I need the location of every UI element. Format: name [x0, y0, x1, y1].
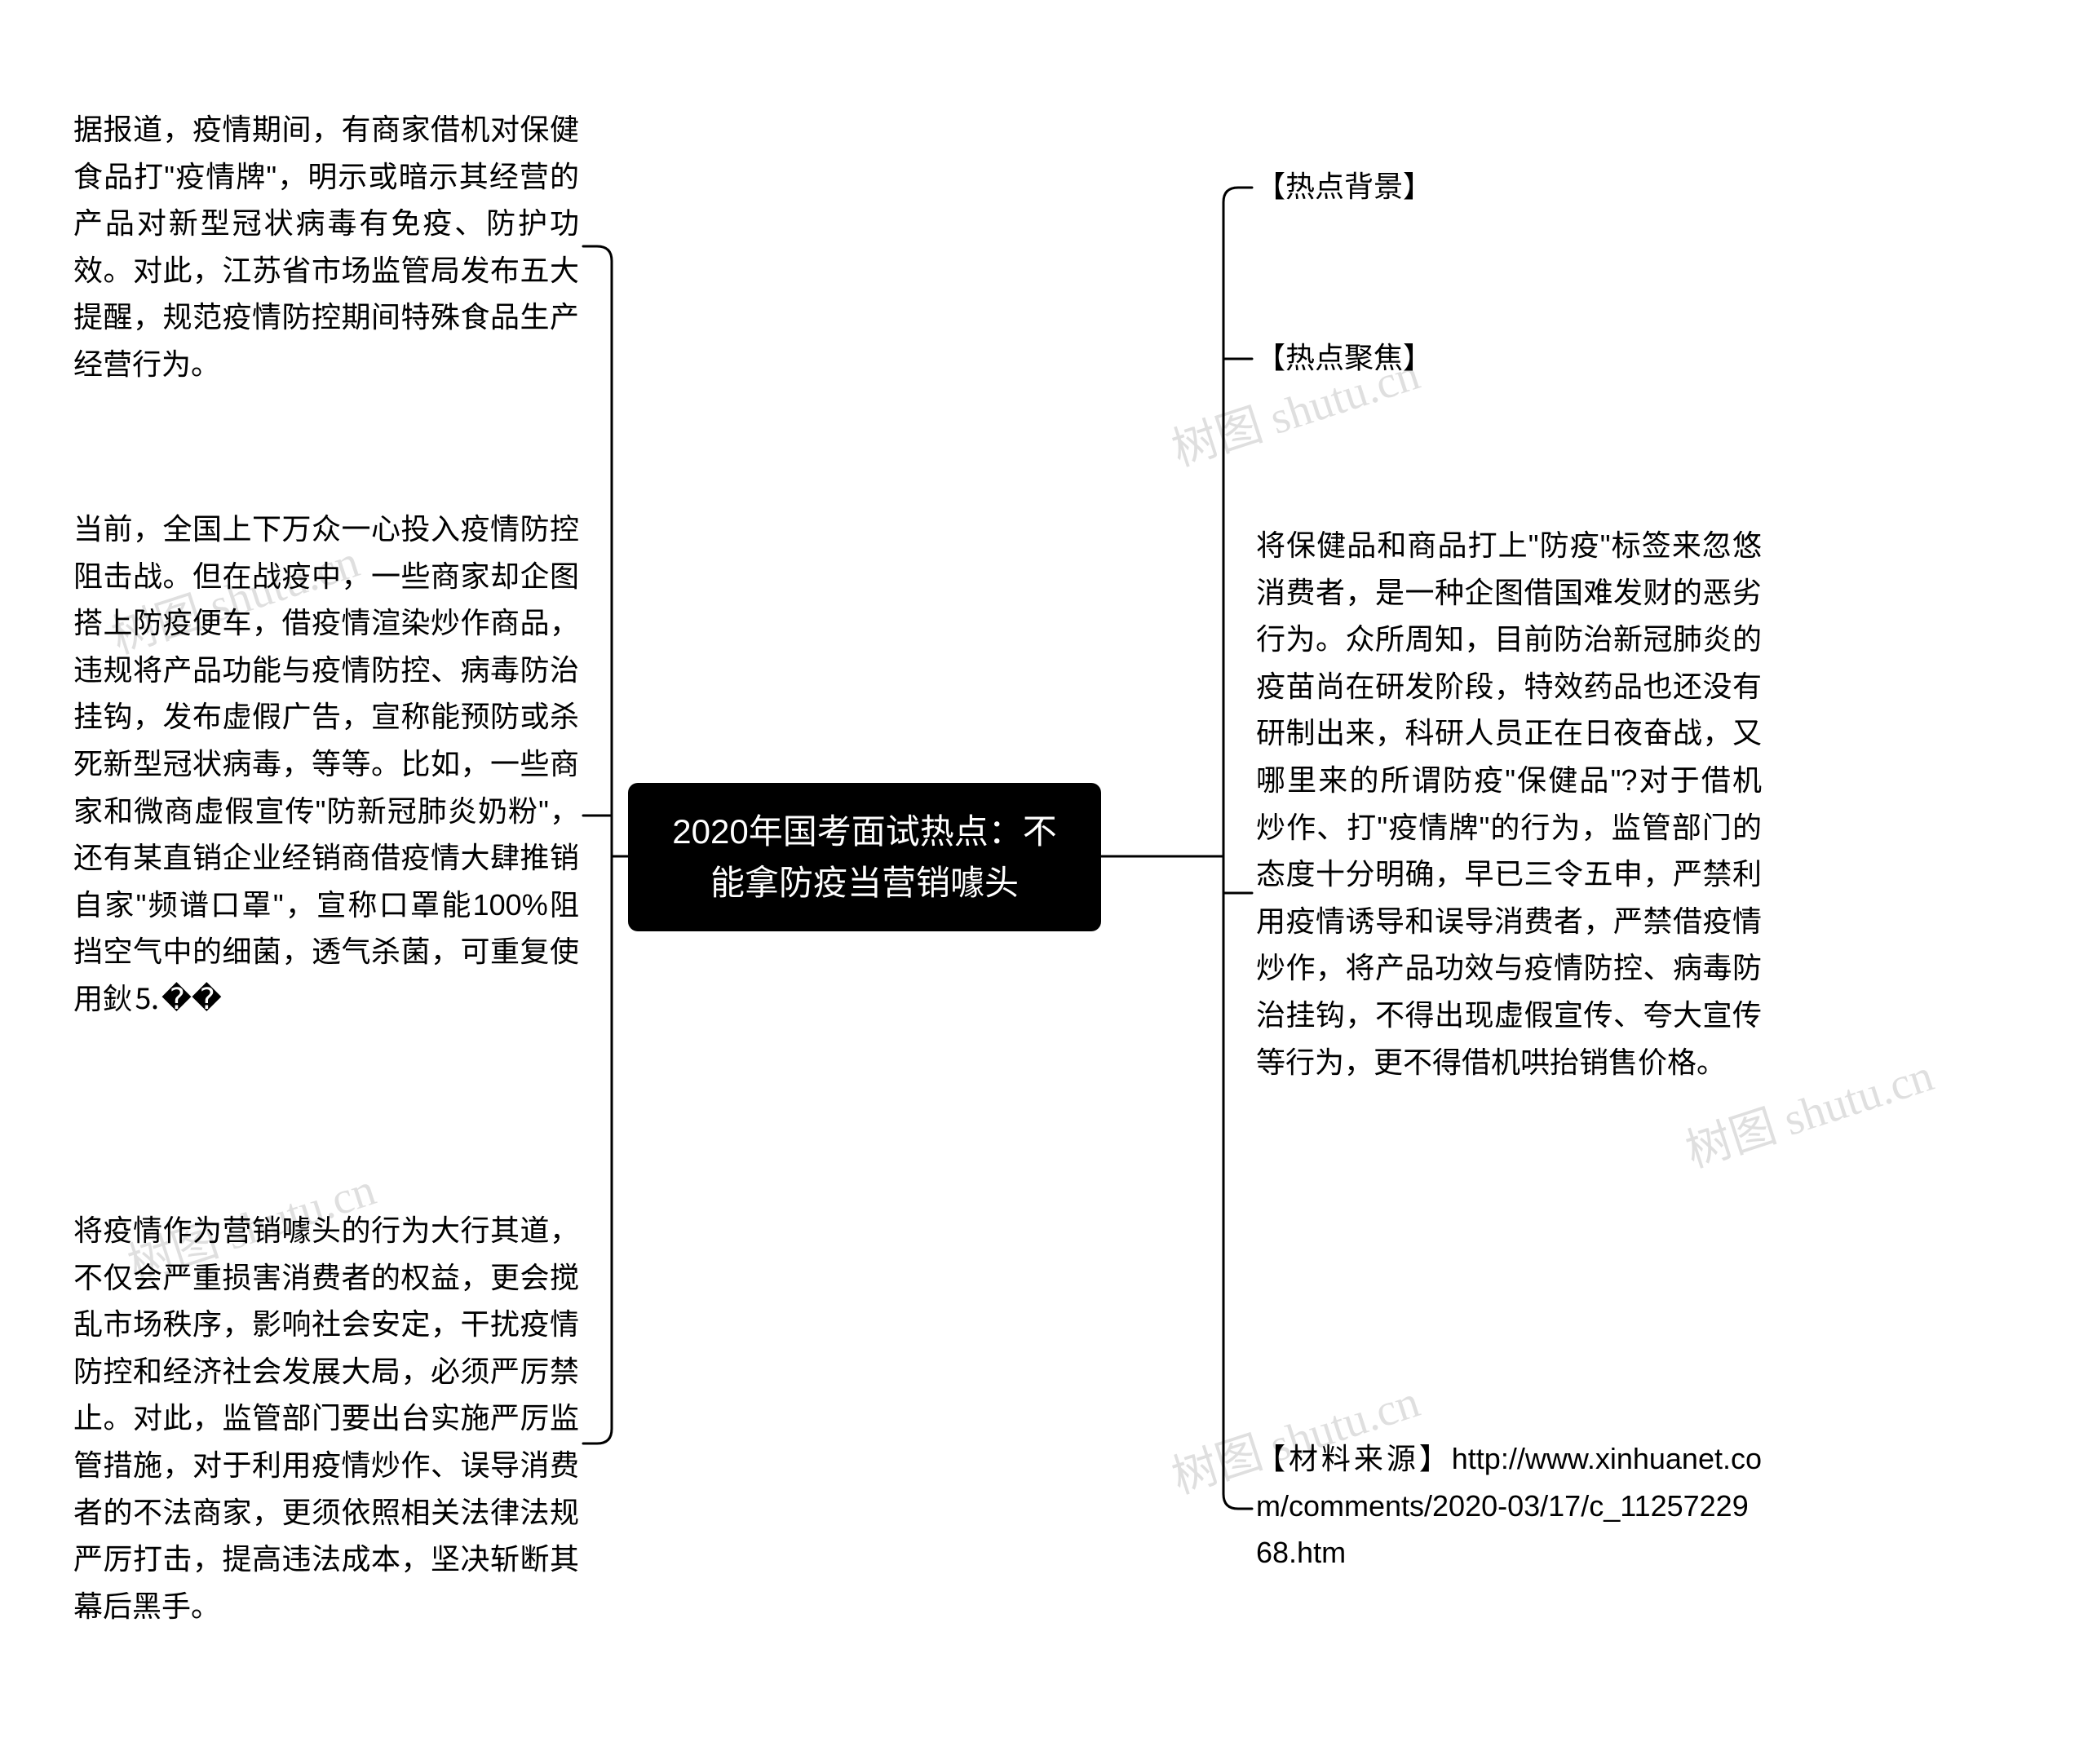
left-node-2: 将疫情作为营销噱头的行为大行其道，不仅会严重损害消费者的权益，更会搅乱市场秩序，… — [73, 1207, 579, 1629]
mindmap-canvas: 2020年国考面试热点：不 能拿防疫当营销噱头 据报道，疫情期间，有商家借机对保… — [0, 0, 2088, 1764]
left-node-0: 据报道，疫情期间，有商家借机对保健食品打"疫情牌"，明示或暗示其经营的产品对新型… — [73, 106, 579, 388]
right-node-3: 【材料来源】http://www.xinhuanet.com/comments/… — [1256, 1435, 1762, 1576]
left-node-1: 当前，全国上下万众一心投入疫情防控阻击战。但在战疫中，一些商家却企图搭上防疫便车… — [73, 506, 579, 1023]
center-topic: 2020年国考面试热点：不 能拿防疫当营销噱头 — [628, 783, 1101, 931]
right-node-2: 将保健品和商品打上"防疫"标签来忽悠消费者，是一种企图借国难发财的恶劣行为。众所… — [1256, 522, 1762, 1085]
right-node-0: 【热点背景】 — [1256, 163, 1762, 210]
right-node-1: 【热点聚焦】 — [1256, 334, 1762, 382]
